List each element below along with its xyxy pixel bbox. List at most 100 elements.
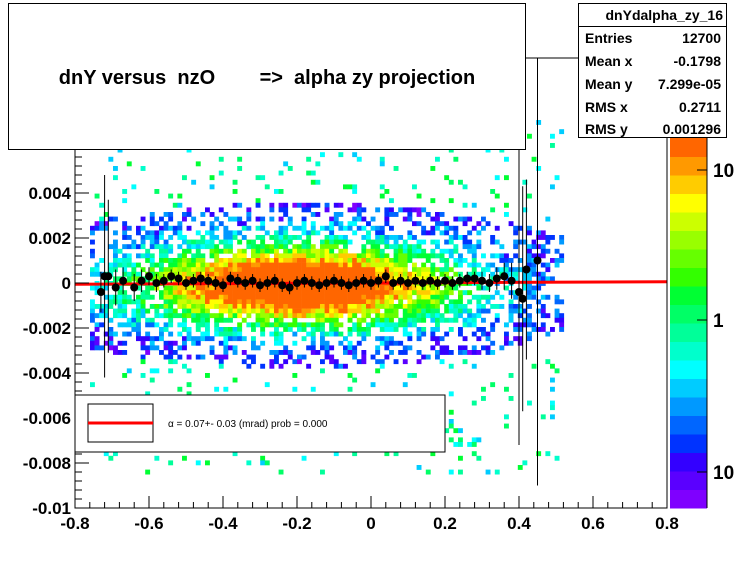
heatmap-cell bbox=[384, 304, 390, 309]
heatmap-cell bbox=[163, 258, 169, 263]
heatmap-cell bbox=[149, 340, 155, 346]
heatmap-cell bbox=[389, 276, 394, 282]
heatmap-cell bbox=[384, 253, 390, 259]
stats-label: RMS x bbox=[585, 99, 628, 115]
heatmap-cell bbox=[306, 258, 312, 263]
heatmap-cell bbox=[172, 340, 178, 346]
heatmap-cell bbox=[126, 317, 132, 323]
heatmap-cell bbox=[149, 304, 155, 309]
heatmap-cell bbox=[375, 313, 381, 319]
heatmap-cell bbox=[444, 285, 450, 291]
heatmap-cell bbox=[352, 327, 358, 332]
heatmap-cell bbox=[425, 271, 431, 277]
heatmap-cell bbox=[232, 350, 238, 355]
heatmap-cell bbox=[356, 216, 362, 222]
stats-value: 7.299e-05 bbox=[657, 76, 721, 92]
heatmap-cell bbox=[287, 216, 293, 222]
heatmap-cell bbox=[232, 262, 238, 268]
heatmap-cell bbox=[126, 253, 132, 259]
heatmap-cell bbox=[448, 198, 454, 204]
heatmap-cell bbox=[416, 308, 422, 314]
heatmap-cell bbox=[223, 212, 229, 217]
heatmap-cell bbox=[356, 331, 362, 337]
heatmap-cell bbox=[361, 216, 367, 222]
heatmap-cell bbox=[283, 202, 289, 208]
heatmap-cell bbox=[559, 129, 565, 135]
heatmap-cell bbox=[416, 267, 422, 273]
heatmap-cell bbox=[140, 373, 146, 378]
heatmap-cell bbox=[287, 235, 293, 240]
heatmap-cell bbox=[232, 230, 238, 236]
heatmap-cell bbox=[393, 276, 399, 282]
heatmap-cell bbox=[182, 258, 187, 263]
heatmap-cell bbox=[412, 253, 417, 259]
heatmap-cell bbox=[264, 244, 270, 250]
heatmap-cell bbox=[481, 304, 486, 309]
color-scale-band bbox=[670, 452, 707, 472]
heatmap-cell bbox=[195, 354, 201, 360]
heatmap-cell bbox=[260, 317, 266, 323]
heatmap-cell bbox=[94, 271, 100, 277]
heatmap-cell bbox=[435, 156, 440, 162]
heatmap-cell bbox=[490, 207, 496, 213]
heatmap-cell bbox=[278, 469, 284, 475]
heatmap-cell bbox=[435, 253, 440, 259]
heatmap-cell bbox=[159, 294, 164, 300]
heatmap-cell bbox=[421, 308, 427, 314]
heatmap-cell bbox=[145, 253, 151, 259]
heatmap-cell bbox=[356, 308, 362, 314]
heatmap-cell bbox=[168, 331, 174, 337]
heatmap-cell bbox=[205, 317, 210, 323]
heatmap-cell bbox=[278, 225, 284, 231]
heatmap-cell bbox=[195, 336, 201, 342]
heatmap-cell bbox=[274, 290, 279, 296]
heatmap-cell bbox=[90, 248, 95, 254]
heatmap-cell bbox=[531, 363, 537, 369]
heatmap-cell bbox=[145, 248, 151, 254]
heatmap-cell bbox=[306, 248, 312, 254]
heatmap-cell bbox=[453, 244, 459, 250]
heatmap-cell bbox=[108, 262, 114, 268]
heatmap-cell bbox=[232, 313, 238, 319]
heatmap-cell bbox=[375, 368, 381, 374]
heatmap-cell bbox=[352, 230, 358, 236]
heatmap-cell bbox=[255, 216, 261, 222]
heatmap-cell bbox=[476, 350, 482, 355]
heatmap-cell bbox=[439, 299, 445, 305]
heatmap-cell bbox=[228, 336, 233, 342]
heatmap-cell bbox=[338, 294, 344, 300]
heatmap-cell bbox=[356, 212, 362, 217]
heatmap-cell bbox=[177, 221, 183, 227]
heatmap-cell bbox=[136, 304, 141, 309]
heatmap-cell bbox=[186, 327, 192, 332]
heatmap-cell bbox=[131, 327, 137, 332]
heatmap-cell bbox=[241, 308, 247, 314]
heatmap-cell bbox=[448, 308, 454, 314]
heatmap-cell bbox=[531, 285, 537, 291]
heatmap-cell bbox=[117, 262, 123, 268]
heatmap-cell bbox=[329, 299, 335, 305]
heatmap-cell bbox=[315, 202, 321, 208]
heatmap-cell bbox=[559, 299, 565, 305]
heatmap-cell bbox=[113, 239, 118, 245]
heatmap-cell bbox=[255, 308, 261, 314]
profile-point bbox=[396, 276, 405, 285]
heatmap-cell bbox=[182, 253, 187, 259]
heatmap-cell bbox=[435, 322, 440, 328]
heatmap-cell bbox=[260, 276, 266, 282]
heatmap-cell bbox=[306, 253, 312, 259]
heatmap-cell bbox=[182, 239, 187, 245]
heatmap-cell bbox=[251, 336, 256, 342]
profile-point bbox=[515, 288, 523, 296]
heatmap-cell bbox=[352, 290, 358, 296]
heatmap-cell bbox=[347, 340, 353, 346]
heatmap-cell bbox=[209, 267, 215, 273]
heatmap-cell bbox=[402, 271, 408, 277]
heatmap-cell bbox=[200, 299, 206, 305]
heatmap-cell bbox=[283, 239, 289, 245]
heatmap-cell bbox=[269, 207, 275, 213]
heatmap-cell bbox=[145, 258, 151, 263]
heatmap-cell bbox=[278, 308, 284, 314]
heatmap-cell bbox=[251, 262, 256, 268]
heatmap-cell bbox=[255, 267, 261, 273]
